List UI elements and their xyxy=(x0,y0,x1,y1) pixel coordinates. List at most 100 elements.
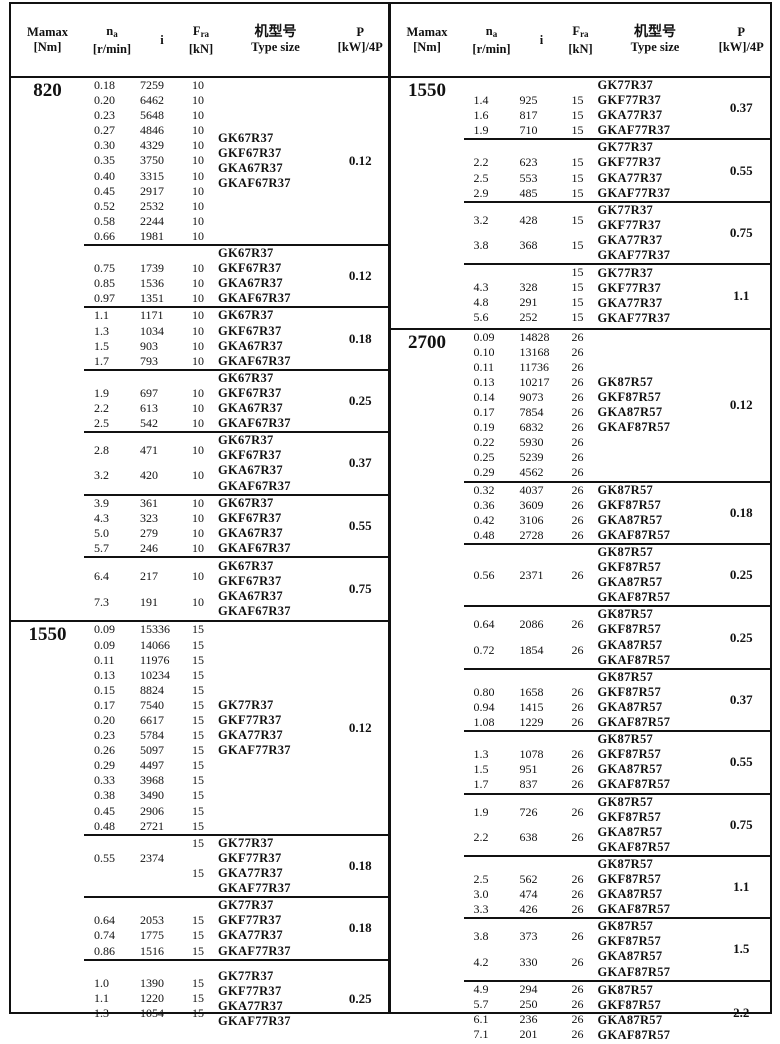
output-speed: 0.26 xyxy=(94,743,115,758)
table-row: 0.30 4329 10 xyxy=(84,138,218,153)
table-row: 4.3 328 15 xyxy=(464,280,598,295)
radial-load xyxy=(184,961,218,976)
header-na-sub: a xyxy=(113,28,118,39)
table-row xyxy=(84,881,218,896)
ratio xyxy=(520,670,564,685)
ratio: 562 xyxy=(519,872,538,886)
radial-load: 26 xyxy=(571,405,584,420)
output-speed: 0.80 xyxy=(473,684,495,699)
table-row: 0.13 10234 15 xyxy=(84,668,218,683)
type-size-list: GK77R37 GKF77R37 GKA77R37 GKAF77R37 xyxy=(598,78,713,138)
table-row-group: 0.56 2371 26 GK87R57 GKF87R57 GKA87R57 GKAF87R… xyxy=(463,545,770,608)
output-speed: 3.2 xyxy=(473,212,489,227)
output-speed: 3.3 xyxy=(473,902,489,917)
table-row: 3.0 474 26 xyxy=(464,887,598,902)
motor-power: 0.12 xyxy=(348,720,372,736)
ratio-rows: 3.9 361 10 4.3 323 10 5.0 279 10 5.7 246 10 xyxy=(84,496,218,556)
radial-load: 15 xyxy=(571,295,584,310)
table-row: 5.7 246 10 xyxy=(84,541,218,556)
type-size: GK87R57 xyxy=(597,669,654,684)
header-fra-sub: ra xyxy=(580,28,589,39)
motor-power: 0.37 xyxy=(729,691,753,707)
radial-load: 10 xyxy=(192,525,204,540)
header-na-label: n xyxy=(485,23,493,38)
table-row: 0.36 3609 26 xyxy=(464,498,598,513)
table-row: 0.11 11976 15 xyxy=(84,653,218,668)
motor-power: 1.1 xyxy=(733,288,750,304)
output-speed: 0.30 xyxy=(94,138,115,153)
ratio-rows: 1.9 697 10 2.2 613 10 2.5 542 10 xyxy=(84,371,218,431)
type-size: GKAF77R37 xyxy=(597,123,671,138)
radial-load xyxy=(184,1021,218,1036)
ratio: 726 xyxy=(519,804,538,819)
ratio: 1220 xyxy=(140,990,164,1005)
table-row: 1.4 925 15 xyxy=(464,93,598,108)
type-size: GKAF87R57 xyxy=(597,420,671,435)
table-row: 0.32 4037 26 xyxy=(464,483,598,498)
output-speed: 1.5 xyxy=(473,762,489,777)
type-size: GKF67R37 xyxy=(218,574,282,589)
output-speed: 4.2 xyxy=(473,954,489,969)
type-size: GKA67R37 xyxy=(218,338,283,353)
ratio-rows: 3.2 428 15 3.8 368 15 xyxy=(464,203,598,263)
type-size: GKA77R37 xyxy=(218,928,283,943)
header-type-en: Type size xyxy=(630,40,680,54)
radial-load: 26 xyxy=(571,482,584,497)
ratio xyxy=(140,881,184,896)
output-speed: 0.35 xyxy=(94,153,115,168)
output-speed: 0.27 xyxy=(94,123,115,138)
header-na-unit: [r/min] xyxy=(92,41,132,56)
mamax-value: 820 xyxy=(33,80,62,101)
table-row-group: 1.9 697 10 2.2 613 10 2.5 542 10 GK67R37 GKF67R37 G… xyxy=(84,371,388,434)
ratio: 373 xyxy=(519,929,538,944)
radial-load: 10 xyxy=(192,213,204,228)
radial-load: 15 xyxy=(192,943,204,958)
type-size: GK87R57 xyxy=(597,982,654,997)
group-list: 0.18 7259 10 0.20 6462 10 0.23 5648 10 0.27 4846 10… xyxy=(84,78,388,620)
radial-load: 26 xyxy=(571,762,584,777)
ratio: 361 xyxy=(140,495,158,510)
type-size-list: GK67R37 GKF67R37 GKA67R37 GKAF67R37 xyxy=(218,496,333,556)
table-row: 1.1 1171 10 xyxy=(84,308,218,323)
ratio: 15336 xyxy=(140,622,170,637)
table-row: 0.97 1351 10 xyxy=(84,291,218,306)
type-size-list: GK87R57 GKF87R57 GKA87R57 GKAF87R57 xyxy=(598,670,713,730)
output-speed xyxy=(464,732,520,747)
table-row: 3.2 428 15 xyxy=(464,213,598,228)
ratio: 14828 xyxy=(519,329,550,344)
header-power-label: P xyxy=(737,25,746,39)
type-size: GK67R37 xyxy=(218,246,274,261)
type-size: GKAF77R37 xyxy=(218,743,291,758)
ratio: 710 xyxy=(519,123,538,138)
header-power: P [kW]/4P xyxy=(713,25,771,55)
radial-load: 26 xyxy=(571,1011,584,1026)
mamax-section: 2700 0.09 14828 26 0.10 13168 26 0.11 11736 26 0.1… xyxy=(391,329,770,1044)
radial-load: 26 xyxy=(571,435,584,450)
type-size: GKA87R57 xyxy=(597,762,663,777)
radial-load: 26 xyxy=(571,887,584,902)
output-speed: 0.11 xyxy=(473,359,495,374)
table-row-group: 1.1 1171 10 1.3 1034 10 1.5 903 10 1.7 793 10 GK67R3… xyxy=(84,308,388,371)
type-size: GK87R57 xyxy=(597,374,654,389)
output-speed: 2.2 xyxy=(473,829,489,844)
type-size: GKF77R37 xyxy=(597,155,662,170)
ratio: 426 xyxy=(519,902,538,917)
table-row: 0.18 7259 10 xyxy=(84,78,218,93)
type-size: GKAF77R37 xyxy=(218,943,291,958)
output-speed xyxy=(84,881,140,896)
ratio-rows: 6.4 217 10 7.3 191 10 xyxy=(84,558,218,620)
output-speed: 0.25 xyxy=(473,450,495,465)
type-size: GKA87R57 xyxy=(597,887,663,902)
output-speed: 6.4 xyxy=(94,568,109,583)
output-speed: 1.1 xyxy=(94,308,109,323)
table-row: 0.58 2244 10 xyxy=(84,214,218,229)
output-speed: 0.13 xyxy=(473,374,495,389)
table-row: 0.22 5930 26 xyxy=(464,435,598,450)
table-row: 2.5 542 10 xyxy=(84,416,218,431)
motor-power: 0.12 xyxy=(348,268,372,284)
table-row: 4.2 330 26 xyxy=(464,955,598,970)
radial-load: 15 xyxy=(192,1005,204,1020)
output-speed: 0.42 xyxy=(473,512,495,527)
table-row: 1.9 697 10 xyxy=(84,386,218,401)
radial-load: 15 xyxy=(571,265,584,280)
